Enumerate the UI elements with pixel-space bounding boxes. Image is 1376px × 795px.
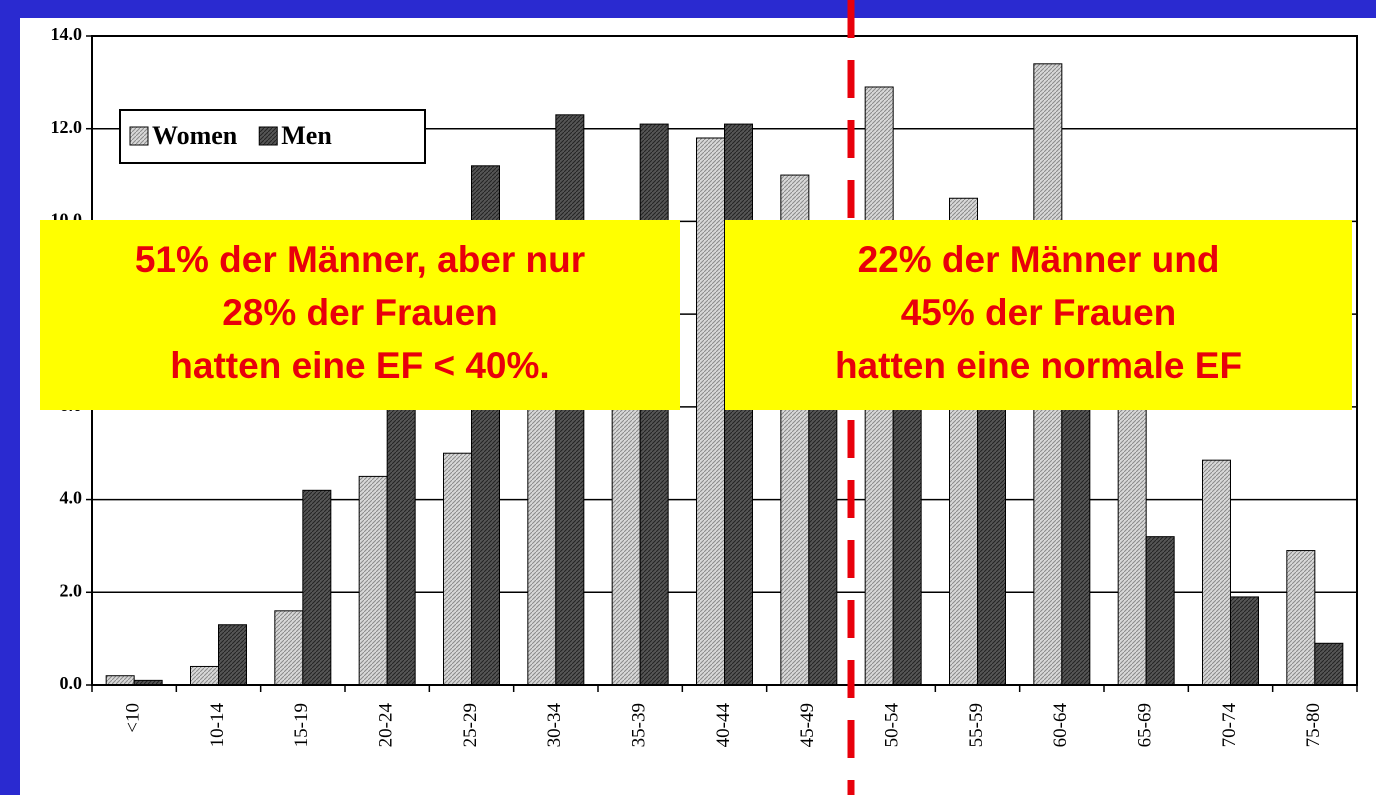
x-tick-label: 65-69 (1135, 703, 1156, 747)
legend-swatch (129, 126, 149, 146)
annotation-text: hatten eine normale EF (835, 345, 1242, 386)
annotation-text: hatten eine EF < 40%. (170, 345, 549, 386)
annotation-box (725, 220, 1352, 410)
x-tick-label: 50-54 (882, 703, 903, 748)
bar (1314, 642, 1344, 686)
bar (386, 360, 416, 686)
x-tick-label: 45-49 (797, 703, 818, 747)
annotation-text: 28% der Frauen (222, 292, 498, 333)
x-tick-label: 60-64 (1050, 703, 1071, 748)
x-tick-label: 40-44 (713, 703, 734, 748)
x-tick-label: 15-19 (291, 703, 312, 747)
bar (1230, 596, 1259, 686)
x-tick-label: 10-14 (207, 703, 228, 748)
annotation-text: 45% der Frauen (901, 292, 1177, 333)
x-tick-label: 35-39 (629, 703, 650, 747)
bar (696, 137, 725, 686)
legend-label: Men (281, 121, 332, 150)
bar (358, 475, 388, 686)
legend-swatch (258, 126, 278, 146)
bar (443, 452, 472, 686)
x-tick-label: 75-80 (1303, 703, 1324, 747)
x-tick-label: 70-74 (1219, 703, 1240, 748)
bar (274, 610, 304, 686)
y-tick-label: 0.0 (60, 673, 83, 693)
x-tick-label: 30-34 (544, 703, 565, 748)
bar (218, 624, 247, 686)
bar (105, 675, 135, 686)
bar (302, 489, 332, 686)
x-tick-label: <10 (123, 703, 144, 733)
annotation-text: 22% der Männer und (858, 239, 1220, 280)
bar (1145, 536, 1175, 686)
x-tick-label: 25-29 (460, 703, 481, 747)
y-tick-label: 2.0 (60, 580, 83, 600)
annotation-text: 51% der Männer, aber nur (135, 239, 585, 280)
y-tick-label: 14.0 (51, 24, 83, 44)
bar (977, 360, 1006, 686)
bar (1286, 550, 1316, 686)
x-tick-label: 20-24 (376, 703, 397, 748)
y-tick-label: 4.0 (60, 488, 83, 508)
legend-label: Women (152, 121, 238, 150)
x-tick-label: 55-59 (966, 703, 987, 747)
bar (1061, 383, 1091, 686)
annotation-box (40, 220, 680, 410)
bar (190, 665, 219, 686)
bar (1202, 459, 1231, 686)
y-tick-label: 12.0 (51, 117, 83, 137)
